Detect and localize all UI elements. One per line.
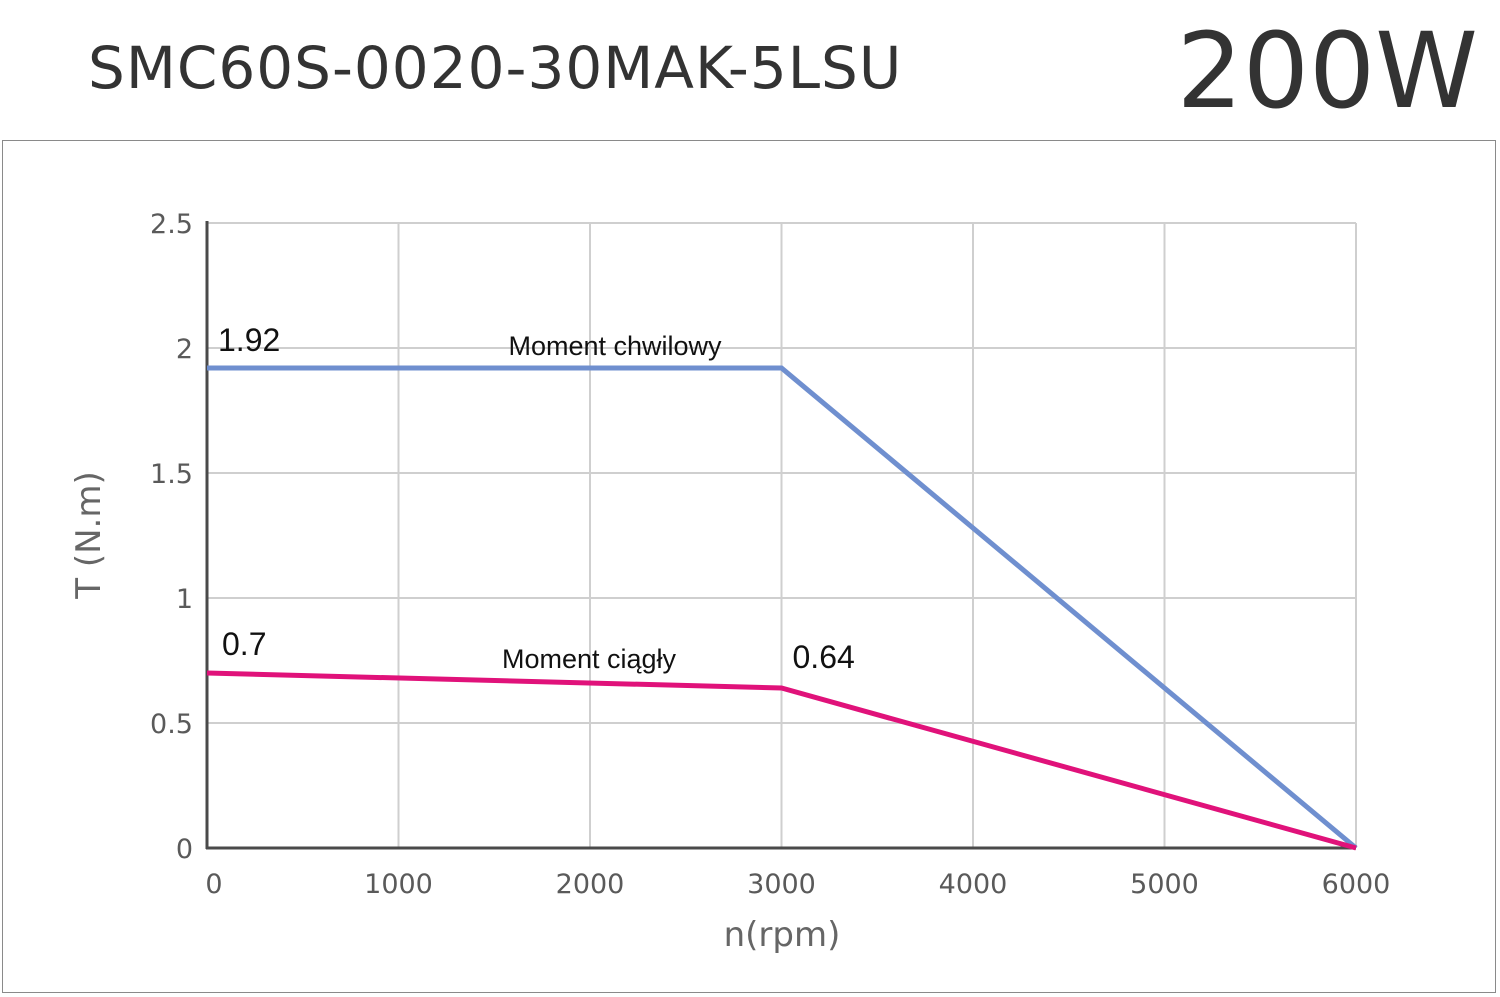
y-tick-label: 1.5: [150, 459, 193, 490]
series-name-label: Moment ciągły: [502, 644, 677, 674]
labels: Moment chwilowy Moment ciągły 1.92 0.7 0.64: [218, 322, 855, 675]
x-tick-label: 4000: [939, 869, 1008, 900]
value-annotation: 1.92: [218, 322, 280, 358]
x-tick-label: 6000: [1322, 869, 1391, 900]
x-tick-label: 0: [205, 869, 222, 900]
y-tick-label: 0.5: [150, 709, 193, 740]
chart-frame: [2, 140, 1496, 993]
x-tick-label: 5000: [1130, 869, 1199, 900]
y-tick-label: 0: [176, 834, 193, 865]
series-name-label: Moment chwilowy: [508, 331, 722, 361]
x-tick-label: 3000: [747, 869, 816, 900]
grid: [207, 222, 1357, 848]
y-tick-label: 1: [176, 584, 193, 615]
model-title: SMC60S-0020-30MAK-5LSU: [88, 34, 903, 102]
series-line-2: [206, 670, 1357, 851]
x-axis-title: n(rpm): [724, 915, 841, 955]
series: [206, 365, 1358, 851]
x-tick-label: 1000: [364, 869, 433, 900]
power-rating: 200W: [1176, 10, 1478, 132]
y-axis-title: T (N.m): [69, 471, 109, 599]
x-tick-label: 2000: [556, 869, 625, 900]
axes: 0 1000 2000 3000 4000 5000 6000 0 0.5 1 1.5 2 2.5 n(r…: [69, 209, 1390, 955]
series-line-1: [207, 365, 1358, 850]
value-annotation: 0.7: [222, 626, 266, 662]
y-tick-label: 2: [176, 334, 193, 365]
value-annotation: 0.64: [793, 639, 855, 675]
y-tick-label: 2.5: [150, 209, 193, 240]
